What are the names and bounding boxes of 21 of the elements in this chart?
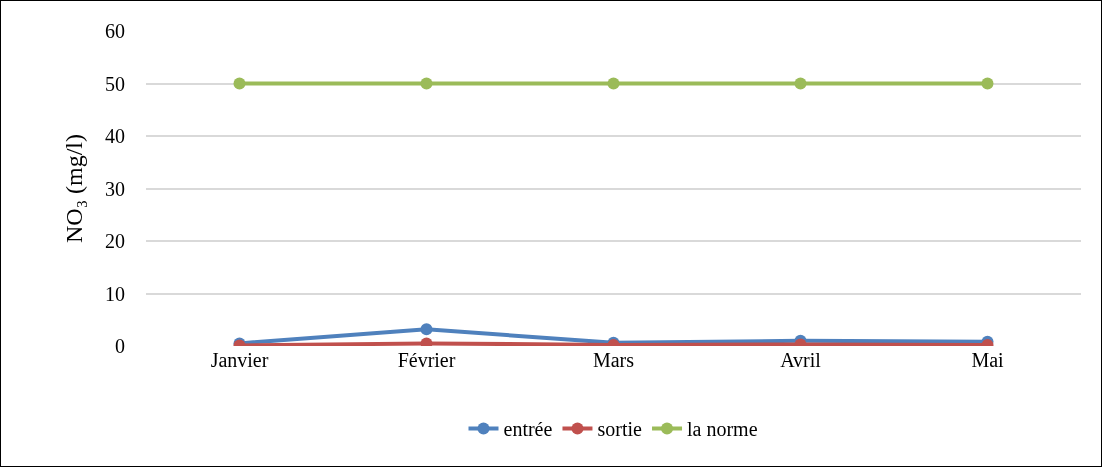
point <box>420 77 433 90</box>
y-tick-label: 20 <box>105 230 125 252</box>
y-axis-title: NO₃ (mg/l) <box>61 133 88 244</box>
y-tick-label: 50 <box>105 72 125 95</box>
y-tick-label: 40 <box>105 125 125 147</box>
x-tick-label: Février <box>397 349 456 371</box>
legend-label: entrée <box>503 418 553 441</box>
legend-label: sortie <box>597 418 643 441</box>
x-tick-label: Mars <box>592 349 635 371</box>
legend-label: la norme <box>687 418 758 441</box>
y-tick-label: 0 <box>115 335 125 357</box>
point <box>233 77 246 90</box>
x-tick-label: Mai <box>971 349 1005 371</box>
point <box>794 77 807 90</box>
y-tick-label: 30 <box>105 177 125 200</box>
point <box>981 77 994 90</box>
x-tick-label: Janvier <box>210 349 269 371</box>
y-tick-label: 10 <box>105 282 125 305</box>
point <box>607 77 620 90</box>
y-tick-label: 60 <box>105 20 125 42</box>
x-tick-label: Avril <box>780 349 822 371</box>
